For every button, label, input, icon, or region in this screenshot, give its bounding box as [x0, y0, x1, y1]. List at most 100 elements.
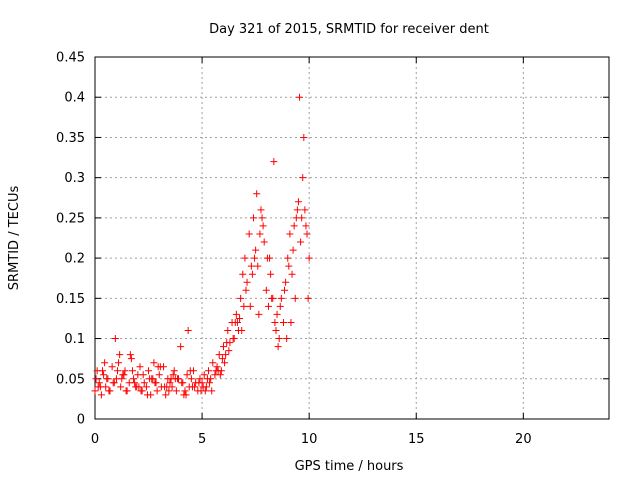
data-point: [154, 363, 162, 371]
data-point: [254, 262, 262, 270]
data-point: [272, 327, 280, 335]
data-point: [91, 387, 99, 395]
data-point: [285, 262, 293, 270]
y-tick-label: 0.15: [56, 292, 85, 307]
data-point: [294, 198, 302, 206]
data-point: [143, 391, 151, 399]
x-tick-label: 20: [515, 432, 532, 447]
data-point: [258, 214, 266, 222]
data-point: [206, 379, 214, 387]
data-point: [145, 367, 153, 375]
data-point: [274, 343, 282, 351]
data-point: [108, 363, 116, 371]
data-point: [293, 206, 301, 214]
y-tick-label: 0.3: [64, 171, 85, 186]
data-point: [220, 343, 227, 351]
data-point: [170, 367, 178, 375]
data-point: [126, 351, 134, 359]
axis-ticks: 0 0.05 0.1 0.15 0.2 0.25 0.3 0.35 0.4 0.45 0 5 10 15 2…: [56, 51, 609, 447]
data-point: [97, 391, 105, 399]
data-point: [167, 375, 175, 383]
data-point: [199, 383, 207, 391]
data-point: [291, 294, 299, 302]
x-tick-label: 0: [91, 432, 99, 447]
data-point: [169, 371, 177, 379]
data-point: [166, 379, 174, 387]
data-point: [270, 158, 278, 166]
data-point: [186, 367, 194, 375]
data-point: [231, 318, 239, 326]
x-tick-label: 10: [301, 432, 318, 447]
data-point: [305, 254, 313, 262]
data-point: [95, 379, 103, 387]
data-point: [113, 367, 121, 375]
data-point: [302, 222, 310, 230]
data-point: [259, 222, 267, 230]
data-point: [187, 375, 195, 383]
data-point: [103, 375, 111, 383]
data-point: [237, 294, 245, 302]
y-tick-label: 0.05: [56, 372, 85, 387]
data-point: [248, 270, 256, 278]
chart-title: Day 321 of 2015, SRMTID for receiver den…: [209, 22, 489, 37]
data-point: [266, 254, 274, 262]
data-point: [249, 214, 257, 222]
data-point: [111, 335, 119, 343]
data-point: [277, 294, 285, 302]
data-point: [94, 383, 102, 391]
y-tick-label: 0.45: [56, 51, 85, 66]
data-point: [268, 294, 276, 302]
data-point: [208, 387, 216, 395]
data-point: [221, 359, 229, 367]
data-point: [100, 371, 108, 379]
data-point: [243, 278, 251, 286]
data-point: [271, 318, 279, 326]
data-point: [213, 363, 221, 371]
data-point: [238, 327, 246, 335]
data-point: [301, 206, 309, 214]
data-point: [172, 387, 180, 395]
data-point: [146, 375, 154, 383]
data-point: [284, 254, 292, 262]
data-point: [279, 318, 287, 326]
data-point: [225, 347, 233, 355]
data-point: [140, 379, 148, 387]
data-point: [201, 387, 209, 395]
x-tick-label: 15: [408, 432, 425, 447]
plot-frame: [94, 56, 610, 420]
data-point: [136, 363, 144, 371]
data-point: [287, 318, 295, 326]
data-point: [304, 294, 312, 302]
y-tick-label: 0.25: [56, 211, 85, 226]
data-point: [242, 286, 250, 294]
data-point: [262, 286, 270, 294]
data-point: [163, 383, 171, 391]
data-point: [155, 371, 163, 379]
data-point: [257, 206, 265, 214]
data-point: [229, 335, 237, 343]
y-tick-label: 0: [77, 413, 85, 428]
data-point: [218, 355, 226, 363]
data-point: [215, 351, 223, 359]
y-axis-title: SRMTID / TECUs: [7, 186, 22, 291]
data-point: [245, 230, 253, 238]
data-point: [214, 367, 222, 375]
data-point: [101, 359, 109, 367]
data-point: [224, 327, 232, 335]
data-point: [105, 387, 113, 395]
data-point: [267, 270, 275, 278]
data-point: [300, 133, 308, 141]
data-point: [188, 383, 196, 391]
data-point: [165, 387, 173, 395]
data-point: [260, 238, 268, 246]
data-point: [273, 310, 281, 318]
data-point: [116, 351, 124, 359]
data-point: [239, 270, 247, 278]
data-point: [216, 371, 224, 379]
data-point: [121, 367, 129, 375]
data-point: [195, 379, 203, 387]
y-tick-label: 0.35: [56, 131, 85, 146]
data-point: [181, 387, 189, 395]
data-point: [241, 254, 249, 262]
data-point: [162, 391, 170, 399]
